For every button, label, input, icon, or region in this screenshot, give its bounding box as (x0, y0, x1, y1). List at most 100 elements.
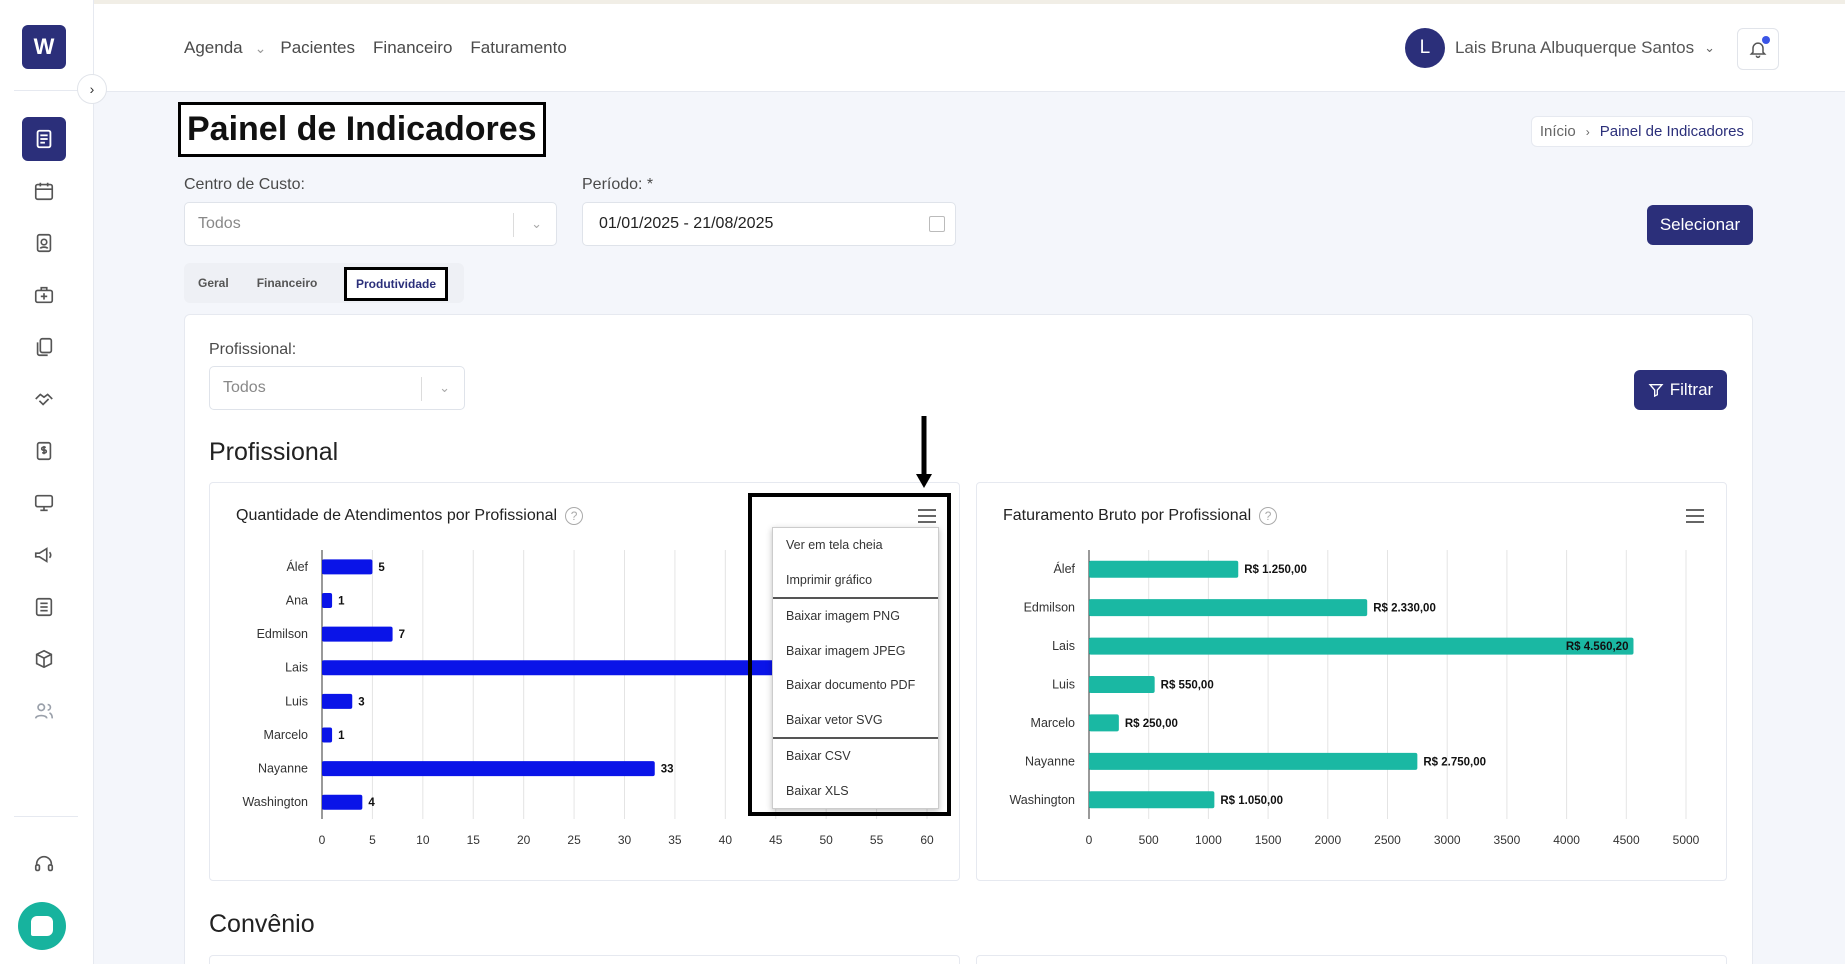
y-tick-label: Luis (1052, 678, 1075, 692)
select-button[interactable]: Selecionar (1647, 205, 1753, 245)
sidebar-item-marketing[interactable] (22, 533, 66, 577)
bar[interactable] (322, 794, 363, 810)
chart-title-revenue: Faturamento Bruto por Profissional ? (1003, 507, 1278, 525)
y-tick-label: Marcelo (1031, 716, 1076, 730)
bar[interactable] (322, 727, 333, 743)
appointments-chart: 0 5 10 15 20 25 30 35 40 45 50 55 60 Álef 5 Ana 1 Edmilso… (242, 550, 934, 847)
nav-pacientes[interactable]: Pacientes (280, 38, 356, 57)
sidebar-item-monitor[interactable] (22, 481, 66, 525)
nav-agenda[interactable]: Agenda (184, 38, 243, 57)
sidebar-item-medical[interactable] (22, 273, 66, 317)
headset-icon (34, 855, 54, 872)
menu-item-fullscreen[interactable]: Ver em tela cheia (786, 538, 883, 553)
menu-item-xls[interactable]: Baixar XLS (786, 783, 849, 798)
tab-geral[interactable]: Geral (198, 276, 229, 290)
period-input[interactable]: 01/01/2025 - 21/08/2025 (582, 202, 956, 246)
page-title: Painel de Indicadores (178, 102, 546, 157)
breadcrumb-home[interactable]: Início (1539, 123, 1576, 140)
monitor-icon (34, 494, 54, 512)
sidebar-item-dashboard[interactable] (22, 117, 66, 161)
bar[interactable] (322, 626, 393, 642)
sidebar-item-documents[interactable] (22, 325, 66, 369)
user-name: Lais Bruna Albuquerque Santos (1454, 38, 1695, 57)
menu-item-print[interactable]: Imprimir gráfico (786, 572, 873, 587)
data-label: R$ 2.750,00 (1423, 756, 1486, 768)
sidebar-item-agreements[interactable] (22, 377, 66, 421)
chart-card-convenio-1 (209, 955, 960, 964)
x-tick-label: 3000 (1434, 833, 1461, 847)
sidebar-collapse-button[interactable]: › (77, 74, 107, 104)
sidebar-item-finance[interactable] (22, 429, 66, 473)
app-logo[interactable]: W (22, 25, 66, 69)
sidebar-item-users[interactable] (22, 689, 66, 733)
avatar: L (1404, 28, 1445, 68)
breadcrumb: Início › Painel de Indicadores (1530, 116, 1753, 147)
sidebar-item-patients[interactable] (22, 221, 66, 265)
filter-button-label: Filtrar (1669, 380, 1714, 399)
data-label: 1 (338, 730, 345, 742)
chart-title-appointments: Quantidade de Atendimentos por Profissio… (236, 507, 584, 525)
data-label: 1 (338, 595, 345, 607)
menu-item-svg[interactable]: Baixar vetor SVG (786, 712, 883, 727)
chart-menu-button[interactable] (1686, 509, 1704, 527)
bar[interactable] (1089, 560, 1239, 578)
nav-faturamento[interactable]: Faturamento (470, 38, 567, 57)
bar[interactable] (1089, 637, 1634, 655)
sidebar-item-support[interactable] (22, 842, 66, 886)
medical-kit-icon (34, 286, 54, 304)
cost-center-select[interactable]: Todos ⌄ (184, 202, 557, 246)
bar[interactable] (1089, 599, 1368, 617)
users-icon (34, 703, 54, 719)
x-tick-label: 45 (769, 833, 783, 847)
chevron-right-icon: › (1585, 124, 1590, 139)
revenue-chart: 0 500 1000 1500 2000 2500 3000 3500 4000 4500 5000… (1009, 550, 1700, 847)
bar[interactable] (322, 592, 333, 608)
sidebar-item-reports[interactable] (22, 585, 66, 629)
chevron-down-icon: ⌄ (439, 380, 450, 395)
annotation-arrow (916, 416, 932, 488)
select-divider (513, 213, 514, 237)
bar[interactable] (1089, 714, 1119, 732)
sidebar-divider (14, 90, 78, 91)
help-icon[interactable]: ? (1259, 507, 1278, 525)
x-tick-label: 0 (1086, 833, 1093, 847)
data-label: R$ 250,00 (1125, 718, 1178, 730)
menu-item-png[interactable]: Baixar imagem PNG (786, 609, 900, 624)
menu-item-pdf[interactable]: Baixar documento PDF (786, 678, 916, 693)
data-label: 5 (378, 562, 385, 574)
section-title-professional: Profissional (209, 438, 339, 466)
x-tick-label: 30 (618, 833, 632, 847)
box-icon (35, 649, 53, 669)
data-label: R$ 2.330,00 (1373, 603, 1436, 615)
bar[interactable] (322, 660, 837, 676)
chart-menu-button[interactable] (918, 509, 936, 527)
bar[interactable] (1089, 791, 1215, 809)
notifications-button[interactable] (1737, 28, 1779, 70)
chart-card-convenio-2 (976, 955, 1727, 964)
menu-item-csv[interactable]: Baixar CSV (786, 749, 851, 764)
sidebar-item-inventory[interactable] (22, 637, 66, 681)
chevron-down-icon[interactable]: ⌄ (254, 39, 267, 56)
sidebar-item-calendar[interactable] (22, 169, 66, 213)
notification-dot (1762, 36, 1770, 44)
nav-financeiro[interactable]: Financeiro (373, 38, 453, 57)
filter-button[interactable]: Filtrar (1634, 370, 1727, 410)
tab-financeiro[interactable]: Financeiro (256, 276, 318, 290)
bar[interactable] (1089, 676, 1155, 693)
bar[interactable] (322, 693, 353, 709)
chat-button[interactable] (18, 902, 66, 950)
menu-separator (773, 737, 938, 739)
bar[interactable] (1089, 752, 1418, 770)
x-tick-label: 35 (668, 833, 682, 847)
user-menu[interactable]: L Lais Bruna Albuquerque Santos ⌄ (1404, 28, 1715, 68)
data-label: R$ 1.250,00 (1244, 564, 1307, 576)
help-icon[interactable]: ? (565, 507, 584, 525)
bar[interactable] (322, 761, 655, 777)
cost-center-value: Todos (198, 215, 241, 232)
y-tick-label: Lais (285, 661, 308, 675)
tab-produtividade[interactable]: Produtividade (344, 267, 449, 301)
bar[interactable] (322, 559, 373, 575)
y-tick-label: Washington (1009, 793, 1075, 807)
professional-select[interactable]: Todos ⌄ (209, 366, 465, 410)
menu-item-jpeg[interactable]: Baixar imagem JPEG (786, 643, 906, 658)
